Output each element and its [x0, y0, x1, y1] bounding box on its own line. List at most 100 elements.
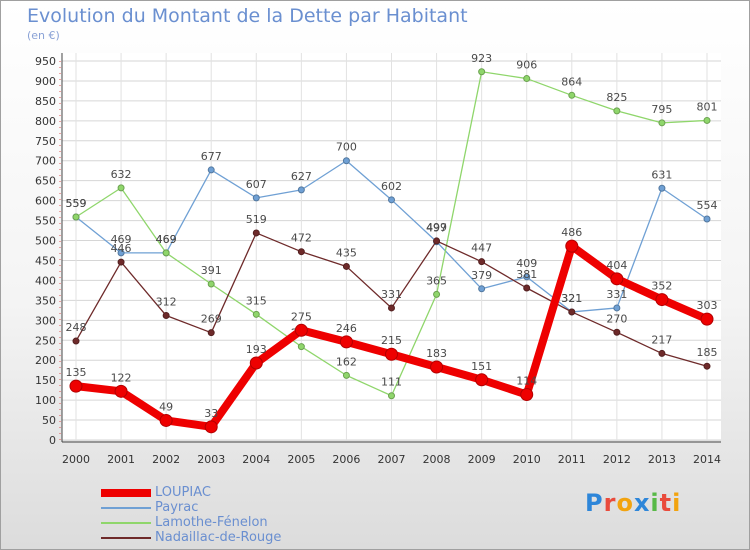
- data-point: [430, 360, 444, 374]
- chart-title: Evolution du Montant de la Dette par Hab…: [27, 5, 468, 27]
- brand-letter: x: [633, 489, 651, 517]
- y-tick-label: 250: [35, 334, 56, 347]
- data-point: [610, 272, 624, 286]
- data-point: [700, 312, 714, 326]
- data-point: [613, 304, 621, 312]
- data-label: 248: [66, 321, 87, 334]
- data-label: 275: [291, 310, 312, 323]
- data-point: [252, 194, 260, 202]
- chart-subtitle: (en €): [27, 29, 60, 42]
- data-label: 627: [291, 170, 312, 183]
- data-label: 906: [516, 59, 537, 72]
- data-point: [475, 373, 489, 387]
- data-point: [207, 166, 215, 174]
- x-tick-label: 2002: [152, 453, 180, 466]
- data-label: 114: [516, 375, 537, 388]
- data-label: 303: [697, 299, 718, 312]
- legend-label: Lamothe-Fénelon: [155, 515, 268, 530]
- data-point: [523, 273, 531, 281]
- data-label: 365: [426, 274, 447, 287]
- x-tick-label: 2000: [62, 453, 90, 466]
- brand-letter: i: [650, 489, 660, 517]
- data-point: [658, 119, 666, 127]
- x-tick-label: 2007: [378, 453, 406, 466]
- x-tick-label: 2004: [242, 453, 270, 466]
- data-point: [297, 186, 305, 194]
- data-point: [342, 262, 350, 270]
- data-label: 409: [516, 257, 537, 270]
- data-point: [207, 329, 215, 337]
- data-point: [568, 308, 576, 316]
- legend-swatch: [101, 507, 151, 509]
- data-point: [520, 388, 534, 402]
- data-label: 519: [246, 213, 267, 226]
- data-label: 469: [111, 233, 132, 246]
- series-loupiac: 135 122 49 33 193 275 246 215 183 151 114 486 404 352…: [66, 226, 718, 434]
- data-point: [162, 249, 170, 257]
- brand-letter: o: [616, 489, 634, 517]
- data-label: 315: [246, 294, 267, 307]
- y-tick-label: 200: [35, 354, 56, 367]
- data-point: [72, 213, 80, 221]
- x-tick-label: 2013: [648, 453, 676, 466]
- y-tick-label: 100: [35, 394, 56, 407]
- data-point: [162, 312, 170, 320]
- brand-letter: r: [603, 489, 617, 517]
- series-nadaillac-de-rouge: 248 446 312 269 519 472 435 331 499 447 381 321 270 2…: [66, 213, 718, 370]
- data-point: [388, 196, 395, 204]
- y-tick-label: 600: [35, 195, 56, 208]
- y-tick-label: 950: [35, 55, 56, 68]
- data-point: [69, 379, 83, 393]
- data-label: 269: [201, 313, 222, 326]
- data-label: 331: [606, 288, 627, 301]
- x-tick-label: 2001: [107, 453, 135, 466]
- data-label: 486: [561, 226, 582, 239]
- y-tick-label: 500: [35, 235, 56, 248]
- y-tick-label: 900: [35, 75, 56, 88]
- y-tick-label: 550: [35, 215, 56, 228]
- y-tick-label: 450: [35, 254, 56, 267]
- data-point: [297, 248, 305, 256]
- data-label: 151: [471, 360, 492, 373]
- brand-letter: t: [659, 489, 673, 517]
- y-tick-label: 150: [35, 374, 56, 387]
- data-label: 435: [336, 246, 357, 259]
- data-point: [249, 356, 263, 370]
- data-label: 312: [156, 296, 177, 309]
- data-label: 923: [471, 52, 492, 65]
- x-tick-label: 2005: [287, 453, 315, 466]
- data-label: 217: [651, 333, 672, 346]
- data-point: [478, 258, 486, 266]
- data-label: 215: [381, 334, 402, 347]
- y-tick-label: 800: [35, 115, 56, 128]
- data-label: 162: [336, 355, 357, 368]
- data-point: [433, 290, 441, 298]
- data-point: [207, 280, 215, 288]
- data-point: [117, 258, 125, 266]
- data-label: 321: [561, 292, 582, 305]
- data-point: [568, 91, 576, 99]
- data-label: 111: [381, 376, 402, 389]
- x-tick-label: 2008: [423, 453, 451, 466]
- data-point: [342, 371, 350, 379]
- x-tick-label: 2011: [558, 453, 586, 466]
- brand-letter: P: [585, 489, 604, 517]
- data-point: [342, 157, 350, 165]
- data-label: 33: [204, 407, 218, 420]
- data-label: 270: [606, 312, 627, 325]
- data-point: [565, 239, 579, 253]
- data-label: 193: [246, 343, 267, 356]
- legend-swatch: [101, 489, 151, 497]
- data-point: [159, 413, 173, 427]
- data-label: 469: [156, 233, 177, 246]
- data-point: [703, 116, 711, 124]
- data-label: 469: [156, 233, 177, 246]
- data-point: [658, 184, 666, 192]
- data-point: [294, 323, 308, 337]
- legend-label: Payrac: [155, 500, 199, 515]
- data-point: [388, 392, 395, 400]
- data-point: [523, 284, 531, 292]
- data-label: 391: [201, 264, 222, 277]
- data-point: [523, 75, 531, 83]
